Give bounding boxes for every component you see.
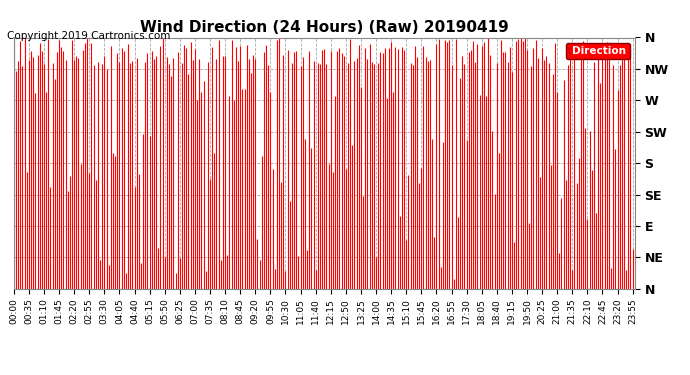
- Title: Wind Direction (24 Hours) (Raw) 20190419: Wind Direction (24 Hours) (Raw) 20190419: [140, 20, 509, 35]
- Text: Copyright 2019 Cartronics.com: Copyright 2019 Cartronics.com: [7, 32, 170, 41]
- Legend: Direction: Direction: [566, 43, 629, 59]
